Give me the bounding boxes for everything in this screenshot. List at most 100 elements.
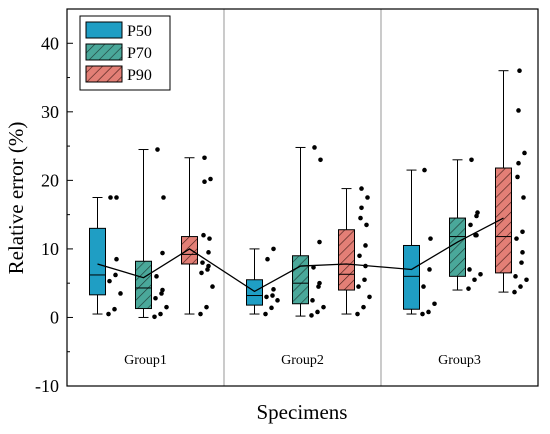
legend-swatch-p70 — [85, 43, 123, 61]
legend-swatch-p90 — [85, 65, 123, 83]
data-point — [475, 210, 480, 215]
data-point — [264, 294, 269, 300]
box-p90 — [338, 229, 355, 291]
data-point — [520, 250, 525, 255]
data-point — [355, 311, 360, 317]
data-point — [364, 222, 369, 228]
data-point — [118, 291, 123, 296]
data-point — [520, 229, 525, 235]
y-tick-label: 40 — [41, 33, 59, 53]
data-point — [114, 256, 119, 262]
data-point — [518, 284, 523, 289]
box-p70 — [449, 217, 466, 277]
data-point — [519, 260, 524, 265]
data-point — [357, 253, 362, 259]
data-point — [263, 311, 268, 317]
data-point — [522, 150, 527, 156]
data-point — [311, 265, 316, 270]
data-point — [265, 256, 270, 262]
data-point — [202, 179, 207, 185]
group-labels: Group1 Group2 Group3 — [124, 353, 481, 368]
data-point — [208, 176, 213, 182]
data-point — [315, 309, 320, 315]
data-point — [358, 215, 363, 221]
data-point — [154, 274, 159, 279]
box-p70 — [135, 260, 152, 310]
legend: P50 P70 P90 — [79, 15, 171, 91]
data-point — [359, 205, 364, 211]
y-tick-label: 10 — [41, 239, 59, 259]
legend-swatch-p50 — [85, 21, 123, 39]
data-point — [107, 278, 112, 284]
data-point — [206, 263, 211, 269]
data-point — [521, 195, 526, 200]
group-separator-layer — [223, 9, 382, 386]
data-point — [309, 313, 314, 318]
data-point — [271, 246, 276, 252]
mean-line-layer — [97, 217, 504, 293]
box-p70 — [292, 255, 309, 305]
data-point — [312, 145, 317, 150]
data-point — [202, 155, 207, 161]
mean-trend-line — [97, 217, 504, 293]
data-point — [517, 68, 522, 73]
data-point — [108, 195, 113, 200]
data-point — [204, 304, 209, 310]
data-point — [474, 232, 479, 238]
data-point — [363, 243, 368, 248]
group-label: Group2 — [281, 353, 324, 368]
box-p50 — [246, 279, 263, 306]
box-p50 — [403, 244, 420, 310]
data-point — [310, 298, 315, 303]
data-point — [317, 280, 322, 286]
data-point — [160, 287, 165, 293]
data-point — [160, 250, 165, 256]
y-axis-title: Relative error (%) — [4, 122, 28, 275]
data-point — [467, 267, 472, 272]
data-point — [428, 236, 433, 241]
data-point — [362, 277, 367, 283]
whisker-layer — [92, 70, 509, 318]
plot-area-frame — [66, 8, 539, 387]
data-point — [158, 311, 163, 317]
data-point — [432, 301, 437, 307]
data-point — [421, 284, 426, 289]
data-point — [199, 270, 204, 276]
data-point — [426, 309, 431, 315]
data-point — [363, 263, 368, 269]
data-point — [153, 295, 158, 301]
data-point — [112, 306, 117, 312]
data-point — [164, 304, 169, 310]
legend-label-p70: P70 — [127, 45, 152, 62]
data-point — [270, 293, 275, 298]
data-point — [275, 298, 280, 303]
x-axis-title: Specimens — [257, 400, 348, 424]
data-point — [513, 274, 518, 279]
data-point — [478, 271, 483, 277]
data-point — [356, 284, 361, 289]
data-point — [469, 157, 474, 163]
data-point — [106, 311, 111, 317]
data-point — [516, 160, 521, 166]
data-point — [318, 157, 323, 163]
data-point — [466, 286, 471, 291]
y-tick-label: 20 — [41, 170, 59, 190]
data-point — [516, 108, 521, 113]
y-axis: -10 0 10 20 30 40 — [35, 33, 73, 396]
data-point-layer — [106, 68, 529, 320]
data-point — [201, 232, 206, 238]
data-point — [468, 222, 473, 228]
data-point — [114, 195, 119, 200]
data-point — [271, 287, 276, 292]
data-point — [422, 167, 427, 173]
data-point — [317, 239, 322, 245]
data-point — [361, 304, 366, 310]
data-point — [198, 311, 203, 317]
box-p90 — [181, 236, 198, 265]
legend-label-p90: P90 — [127, 67, 152, 84]
data-point — [515, 174, 520, 180]
data-point — [365, 195, 370, 200]
data-point — [512, 289, 517, 295]
y-tick-label: -10 — [35, 376, 59, 396]
